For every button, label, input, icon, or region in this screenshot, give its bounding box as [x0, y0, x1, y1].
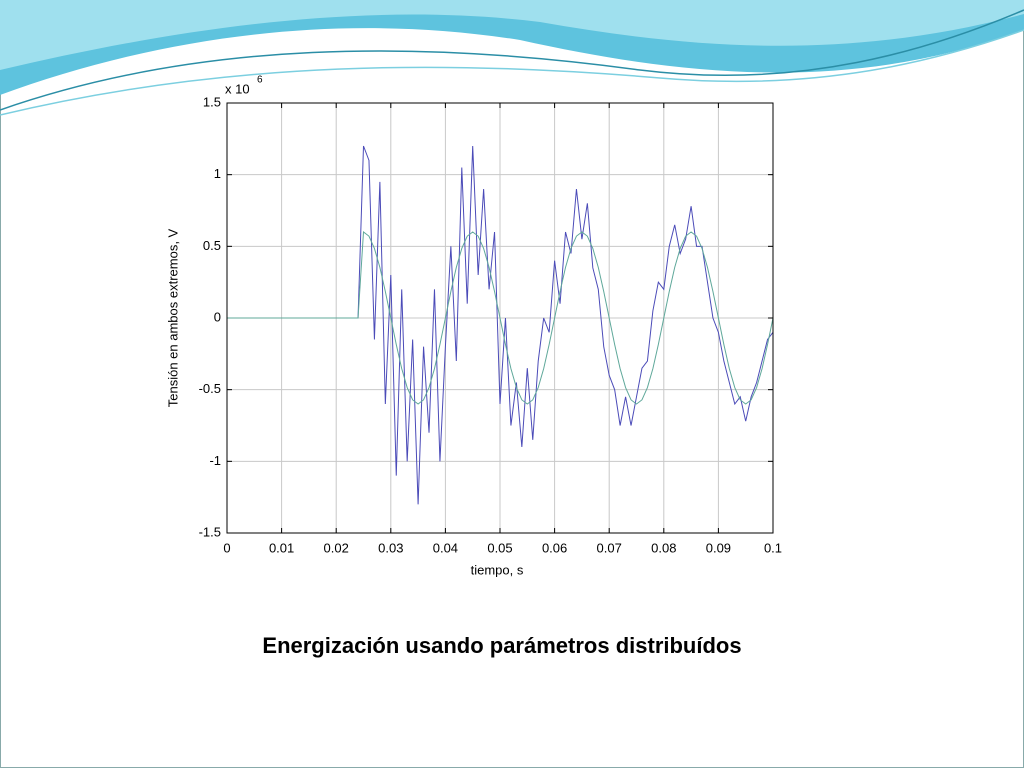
y-tick-label: -0.5: [199, 381, 221, 396]
line-series: [227, 231, 774, 405]
swoosh-line: [0, 9, 1024, 111]
x-tick-label: 0.06: [542, 540, 567, 555]
y-multiplier: x 10: [225, 81, 250, 96]
plot-border: [226, 102, 774, 534]
y-tick-label: 1.5: [203, 94, 221, 109]
x-tick-label: 0.08: [651, 540, 676, 555]
x-tick-label: 0.02: [324, 540, 349, 555]
y-tick-label: 0: [214, 309, 221, 324]
y-tick-label: -1: [209, 453, 221, 468]
y-axis-label: Tensión en ambos extremos, V: [165, 228, 180, 407]
x-tick-label: 0.01: [269, 540, 294, 555]
y-tick-label: 1: [214, 166, 221, 181]
y-multiplier-exponent: 6: [257, 75, 263, 86]
x-tick-label: 0.09: [706, 540, 731, 555]
x-tick-label: 0.04: [433, 540, 458, 555]
swoosh-light: [0, 0, 1024, 70]
x-axis-label: tiempo, s: [471, 562, 524, 577]
y-tick-label: 0.5: [203, 238, 221, 253]
chart-title: Energización usando parámetros distribuí…: [262, 633, 741, 658]
x-tick-label: 0.07: [597, 540, 622, 555]
x-tick-label: 0.05: [487, 540, 512, 555]
x-tick-label: 0.1: [764, 540, 782, 555]
x-tick-label: 0: [223, 540, 230, 555]
y-tick-label: -1.5: [199, 524, 221, 539]
x-tick-label: 0.03: [378, 540, 403, 555]
swoosh-line: [0, 29, 1024, 116]
